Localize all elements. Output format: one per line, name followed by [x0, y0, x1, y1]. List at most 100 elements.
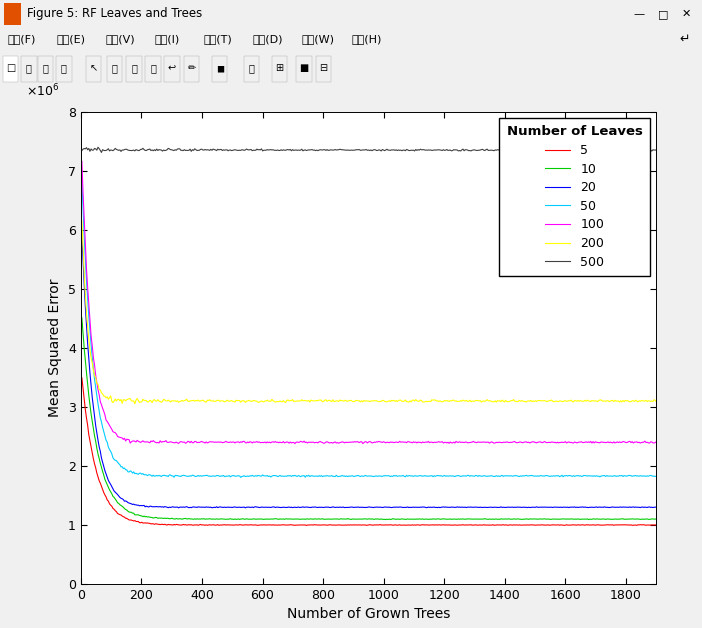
Text: 文件(F): 文件(F) — [7, 34, 35, 44]
500 — [94, 143, 102, 151]
50 — [78, 177, 86, 185]
5 — [352, 521, 360, 529]
10 — [652, 516, 661, 523]
500 — [353, 146, 362, 153]
Text: ⊞: ⊞ — [275, 63, 284, 73]
Bar — [4, 3, 21, 25]
Legend: 5, 10, 20, 50, 100, 200, 500: 5, 10, 20, 50, 100, 200, 500 — [499, 118, 650, 276]
10 — [584, 516, 592, 523]
Text: 🖨: 🖨 — [61, 63, 67, 73]
50 — [420, 472, 429, 479]
Text: ✕: ✕ — [682, 9, 691, 19]
10 — [354, 516, 362, 523]
5 — [355, 521, 364, 529]
Text: 窗口(W): 窗口(W) — [302, 34, 335, 44]
20 — [652, 503, 661, 511]
100 — [352, 438, 360, 446]
Bar — [21, 56, 37, 82]
50 — [355, 472, 364, 480]
20 — [78, 232, 86, 240]
20 — [390, 504, 398, 511]
500 — [422, 146, 430, 154]
20 — [355, 504, 364, 511]
500 — [551, 147, 559, 154]
20 — [550, 504, 558, 511]
200 — [640, 397, 648, 404]
500 — [98, 149, 106, 156]
100 — [291, 440, 299, 447]
Text: ↵: ↵ — [680, 33, 689, 45]
200 — [390, 397, 398, 404]
Bar — [316, 56, 331, 82]
Text: ↩: ↩ — [168, 63, 176, 73]
Text: ■: ■ — [299, 63, 309, 73]
Line: 100: 100 — [82, 161, 656, 443]
Text: 🔍: 🔍 — [112, 63, 117, 73]
20 — [352, 504, 360, 511]
10 — [420, 516, 428, 523]
5 — [302, 522, 310, 529]
Text: ↖: ↖ — [89, 63, 98, 73]
100 — [78, 158, 86, 165]
Bar — [212, 56, 227, 82]
Bar — [126, 56, 142, 82]
Line: 200: 200 — [82, 220, 656, 404]
100 — [550, 439, 558, 447]
Text: □: □ — [658, 9, 668, 19]
Text: 桌面(D): 桌面(D) — [253, 34, 283, 44]
Text: 查看(V): 查看(V) — [105, 34, 135, 44]
Bar — [164, 56, 180, 82]
Bar — [296, 56, 312, 82]
20 — [420, 504, 429, 511]
10 — [548, 515, 557, 522]
Bar — [145, 56, 161, 82]
Text: ◼: ◼ — [216, 63, 224, 73]
5 — [640, 521, 648, 528]
50 — [652, 472, 661, 480]
100 — [390, 439, 398, 447]
500 — [652, 146, 661, 154]
Text: —: — — [633, 9, 644, 19]
Text: 🖵: 🖵 — [249, 63, 254, 73]
5 — [390, 521, 398, 529]
200 — [78, 217, 86, 224]
Line: 10: 10 — [82, 318, 656, 519]
Bar — [3, 56, 18, 82]
Text: ⊟: ⊟ — [319, 63, 328, 73]
500 — [391, 146, 399, 154]
200 — [420, 398, 429, 406]
Text: □: □ — [6, 63, 15, 73]
Text: ✏: ✏ — [187, 63, 196, 73]
Bar — [272, 56, 287, 82]
50 — [640, 472, 648, 480]
Text: 🔍: 🔍 — [131, 63, 137, 73]
Text: ✋: ✋ — [150, 63, 156, 73]
10 — [388, 515, 397, 522]
Y-axis label: Mean Squared Error: Mean Squared Error — [48, 279, 62, 417]
50 — [390, 472, 398, 479]
100 — [355, 439, 364, 447]
10 — [350, 516, 359, 523]
Line: 20: 20 — [82, 236, 656, 508]
10 — [640, 516, 648, 523]
200 — [131, 400, 139, 408]
Text: 帮助(H): 帮助(H) — [351, 34, 381, 44]
Text: 插入(I): 插入(I) — [154, 34, 180, 44]
100 — [640, 438, 648, 446]
5 — [652, 521, 661, 529]
500 — [357, 146, 365, 154]
Text: 工具(T): 工具(T) — [204, 34, 232, 44]
5 — [78, 374, 86, 382]
Line: 5: 5 — [82, 378, 656, 526]
500 — [641, 147, 649, 154]
100 — [420, 438, 429, 446]
50 — [352, 472, 360, 480]
10 — [78, 314, 86, 322]
5 — [550, 521, 558, 529]
Text: Figure 5: RF Leaves and Trees: Figure 5: RF Leaves and Trees — [27, 8, 202, 21]
20 — [241, 504, 250, 512]
X-axis label: Number of Grown Trees: Number of Grown Trees — [287, 607, 450, 622]
200 — [652, 398, 661, 406]
Text: 编辑(E): 编辑(E) — [56, 34, 85, 44]
Bar — [107, 56, 122, 82]
